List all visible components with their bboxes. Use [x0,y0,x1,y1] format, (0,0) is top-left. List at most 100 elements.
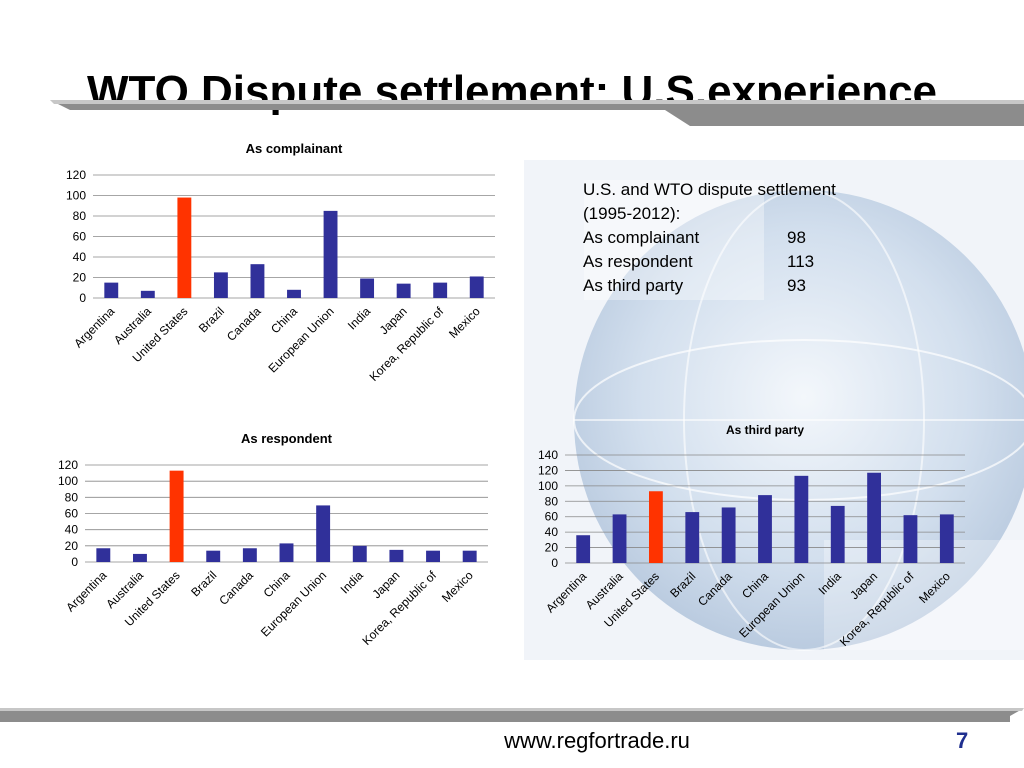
bar-complainant [469,276,484,298]
bar-third-party [649,491,663,563]
bar-third-party [612,514,627,563]
y-tick-label: 0 [79,291,86,305]
y-tick-label: 40 [65,523,79,537]
x-tick-label: India [345,304,374,333]
y-tick-label: 100 [538,479,558,493]
y-tick-label: 100 [66,189,86,203]
summary-row-value: 98 [787,228,806,247]
bar-third-party [685,512,700,563]
footer-band [0,708,1024,722]
bar-complainant [360,278,375,298]
summary-row: As third party 93 [583,274,836,298]
chart-title: As respondent [241,431,333,446]
x-tick-label: Canada [224,304,264,344]
x-tick-label: Brazil [188,568,219,599]
summary-box: U.S. and WTO dispute settlement (1995-20… [583,178,836,298]
bar-respondent [169,470,184,562]
summary-row-label: As respondent [583,252,693,271]
x-tick-label: Canada [695,569,735,609]
x-tick-label: India [338,568,367,597]
y-tick-label: 60 [65,507,79,521]
summary-heading-line2: (1995-2012): [583,204,681,223]
bar-complainant [396,283,411,298]
summary-heading-line1: U.S. and WTO dispute settlement [583,180,836,199]
chart-title: As complainant [246,141,343,156]
summary-row-value: 93 [787,276,806,295]
x-tick-label: Brazil [667,569,698,600]
page-number: 7 [956,728,969,753]
summary-row: As complainant 98 [583,226,836,250]
x-tick-label: Canada [216,568,256,608]
y-tick-label: 0 [551,556,558,570]
x-tick-label: Japan [370,568,403,601]
y-tick-label: 120 [66,168,86,182]
x-tick-label: Mexico [446,304,483,341]
bar-respondent [132,553,147,562]
x-tick-label: Japan [847,569,880,602]
bar-respondent [462,550,477,562]
chart-respondent-svg: As respondent020406080100120ArgentinaAus… [58,431,488,648]
y-tick-label: 60 [545,510,559,524]
x-tick-label: China [268,304,300,336]
bar-respondent [352,545,367,562]
bar-respondent [316,505,331,562]
bar-third-party [758,495,772,563]
chart-title: As third party [726,423,804,437]
x-tick-label: Japan [377,304,410,337]
bar-complainant [433,282,448,298]
x-tick-label: India [816,569,845,598]
y-tick-label: 120 [538,463,558,477]
bar-respondent [206,550,221,562]
x-tick-label: Argentina [543,569,589,615]
y-tick-label: 80 [545,494,559,508]
footer-url: www.regfortrade.ru [504,728,690,753]
bar-third-party [903,515,918,563]
chart-complainant: As complainant 0 20 40 60 80 100 120 Argentina Au… [40,130,510,400]
y-tick-label: 140 [538,448,558,462]
bar-complainant [213,272,228,298]
bar-complainant [287,289,301,298]
x-tick-label: Mexico [916,569,953,606]
y-tick-label: 80 [73,209,87,223]
chart-third-party: As third party 0 20 40 60 80 100 120 140 Argentin… [518,412,988,692]
summary-row-label: As third party [583,276,684,295]
chart-complainant-svg: As complainant020406080100120ArgentinaAu… [66,141,495,384]
bar-complainant [140,290,155,298]
bar-third-party [721,507,736,563]
header-band [50,100,1024,126]
bar-third-party [867,472,881,563]
y-tick-label: 0 [71,555,78,569]
x-tick-label: European Union [736,569,807,640]
x-tick-label: Brazil [196,304,227,335]
y-tick-label: 60 [73,230,87,244]
bar-third-party [576,535,591,563]
summary-row: As respondent 113 [583,250,836,274]
bar-complainant [323,210,338,298]
y-tick-label: 40 [73,250,87,264]
x-tick-label: Mexico [439,568,476,605]
x-tick-label: Argentina [71,304,117,350]
bar-complainant [250,264,265,298]
x-tick-label: Argentina [63,568,109,614]
y-tick-label: 20 [65,539,79,553]
y-tick-label: 40 [545,525,559,539]
bar-complainant [177,197,192,298]
y-tick-label: 120 [58,458,78,472]
y-tick-label: 20 [73,271,87,285]
summary-row-value: 113 [787,252,815,271]
x-tick-label: China [739,569,771,601]
y-tick-label: 20 [545,541,559,555]
bar-third-party [939,514,954,563]
x-tick-label: European Union [265,304,336,375]
bar-respondent [279,543,294,562]
x-tick-label: European Union [258,568,329,639]
bar-respondent [426,550,441,562]
x-tick-label: China [261,568,293,600]
y-tick-label: 100 [58,474,78,488]
y-tick-label: 80 [65,490,79,504]
bar-complainant [104,282,119,298]
bar-respondent [389,549,404,562]
bar-third-party [830,505,845,563]
bar-respondent [96,548,111,562]
